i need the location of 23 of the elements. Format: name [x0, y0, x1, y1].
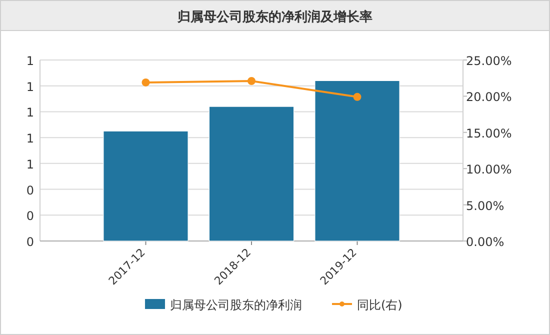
point: [353, 92, 362, 101]
chart-title: 归属母公司股东的净利润及增长率: [176, 9, 372, 25]
bar: [208, 106, 294, 242]
y-tick-label: 1: [26, 132, 34, 146]
bar: [314, 80, 400, 242]
y2-tick-label: 5.00%: [466, 198, 504, 213]
y2-tick-label: 0.00%: [466, 235, 504, 249]
legend-label: 归属母公司股东的净利润: [170, 298, 302, 312]
y2-tick-label: 25.00%: [466, 54, 512, 68]
y-tick-label: 0: [26, 183, 34, 198]
y2-tick-label: 10.00%: [466, 162, 512, 177]
y-tick-label: 0: [26, 209, 34, 224]
y2-tick-label: 20.00%: [466, 90, 512, 104]
y2-tick-label: 15.00%: [466, 126, 512, 140]
y-tick-label: 0: [26, 235, 34, 249]
bar: [103, 130, 188, 242]
y-tick-label: 1: [26, 157, 34, 172]
y-tick-label: 1: [26, 54, 34, 68]
y-tick-label: 1: [26, 80, 34, 94]
legend-label: 同比(右): [357, 298, 402, 312]
point: [142, 78, 150, 86]
y-tick-label: 1: [26, 106, 34, 120]
point: [248, 76, 256, 85]
